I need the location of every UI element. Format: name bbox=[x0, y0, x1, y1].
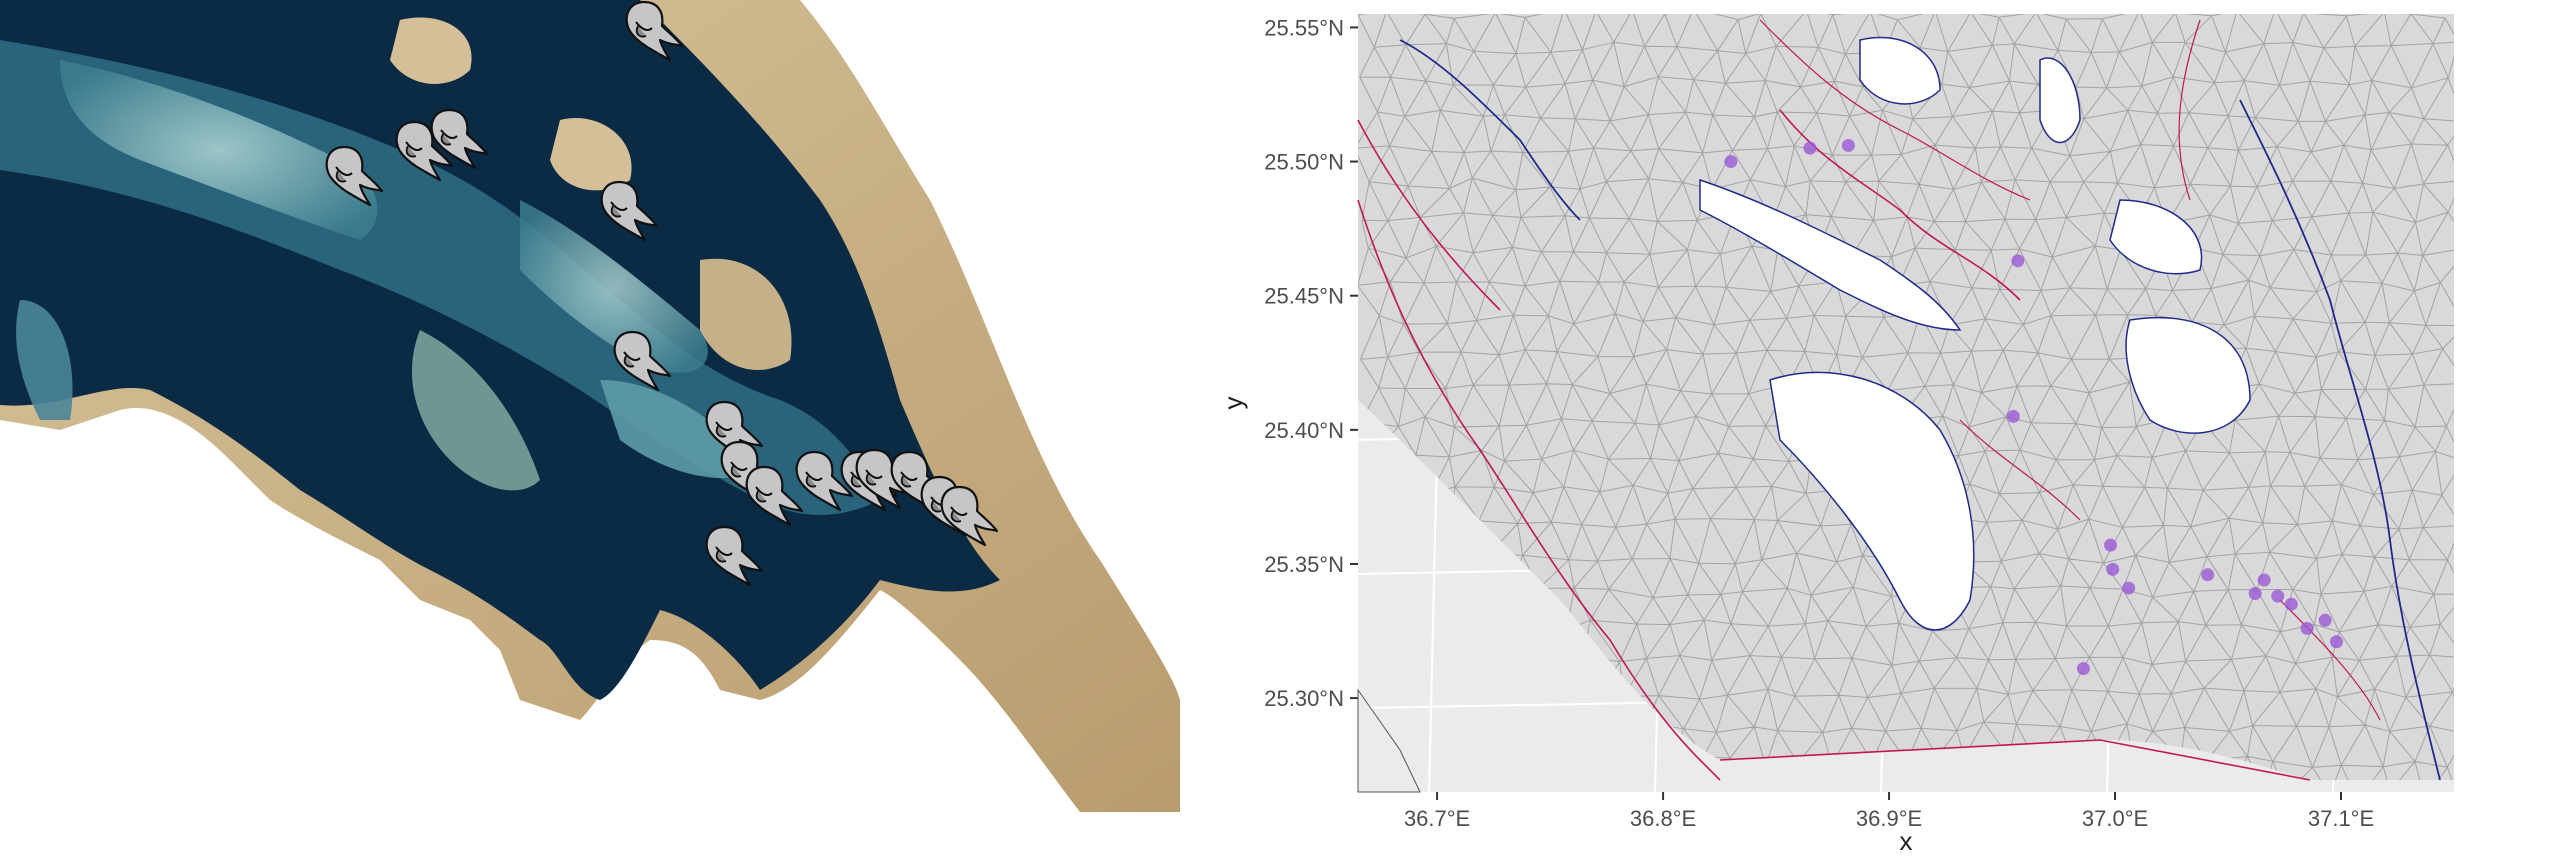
island-strip bbox=[2039, 57, 2081, 144]
reef-patch bbox=[600, 380, 760, 479]
reef-flat-3 bbox=[411, 330, 540, 491]
data-point bbox=[1724, 155, 1738, 169]
x-tick-label: 37.0°E bbox=[2082, 806, 2148, 831]
mesh-plot-panel: 25.55°N 25.50°N 25.45°N 25.40°N 25.35°N 25.30… bbox=[1180, 0, 2554, 858]
data-point bbox=[2248, 586, 2262, 600]
inner-boundary bbox=[1759, 19, 2381, 721]
y-tick-label: 25.40°N bbox=[1264, 418, 1344, 443]
satellite-map-panel bbox=[0, 0, 1180, 858]
satellite-map bbox=[0, 0, 1180, 812]
reef-flat bbox=[60, 60, 378, 240]
island-2 bbox=[550, 118, 632, 191]
island-north bbox=[1859, 36, 1941, 105]
y-tick-label: 25.55°N bbox=[1264, 15, 1344, 40]
island-main bbox=[1769, 371, 1975, 631]
x-axis-title: x bbox=[1900, 826, 1913, 856]
data-point bbox=[2106, 562, 2120, 576]
y-axis-ticks: 25.55°N 25.50°N 25.45°N 25.40°N 25.35°N 25.30… bbox=[1264, 15, 1358, 711]
data-point bbox=[2104, 538, 2118, 552]
y-tick-label: 25.45°N bbox=[1264, 284, 1344, 309]
data-point bbox=[1803, 141, 1817, 155]
data-point bbox=[1841, 138, 1855, 152]
data-point bbox=[2329, 635, 2343, 649]
y-tick-label: 25.35°N bbox=[1264, 552, 1344, 577]
data-point bbox=[2271, 589, 2285, 603]
y-tick-label: 25.50°N bbox=[1264, 150, 1344, 175]
mesh-region bbox=[1358, 14, 2454, 780]
island-east-2 bbox=[2125, 316, 2251, 434]
island-3 bbox=[700, 258, 792, 370]
island-east bbox=[2109, 199, 2203, 275]
x-tick-label: 36.7°E bbox=[1404, 806, 1470, 831]
data-point bbox=[2284, 597, 2298, 611]
land-corner bbox=[1357, 688, 1421, 793]
data-point bbox=[2201, 568, 2215, 582]
coast-west bbox=[1399, 39, 1581, 221]
x-axis-ticks: 36.7°E 36.8°E 36.9°E 37.0°E 37.1°E bbox=[1404, 792, 2374, 831]
data-point bbox=[2006, 409, 2020, 423]
y-axis-title: y bbox=[1218, 397, 1248, 410]
data-point bbox=[2076, 662, 2090, 676]
data-point bbox=[2300, 621, 2314, 635]
mesh-plot: 25.55°N 25.50°N 25.45°N 25.40°N 25.35°N 25.30… bbox=[1218, 13, 2455, 856]
coast-east bbox=[2239, 99, 2441, 781]
data-point bbox=[2011, 254, 2025, 268]
y-tick-label: 25.30°N bbox=[1264, 686, 1344, 711]
reef-flat-2 bbox=[520, 200, 708, 373]
island bbox=[390, 17, 472, 84]
data-point bbox=[2318, 613, 2332, 627]
data-point bbox=[2257, 573, 2271, 587]
outer-boundary bbox=[1357, 109, 2311, 781]
data-point bbox=[2122, 581, 2136, 595]
x-tick-label: 37.1°E bbox=[2308, 806, 2374, 831]
x-tick-label: 36.9°E bbox=[1856, 806, 1922, 831]
reef-channel bbox=[1699, 178, 1962, 331]
reef-patch-2 bbox=[16, 300, 73, 420]
x-tick-label: 36.8°E bbox=[1630, 806, 1696, 831]
observation-points bbox=[1724, 138, 2343, 676]
